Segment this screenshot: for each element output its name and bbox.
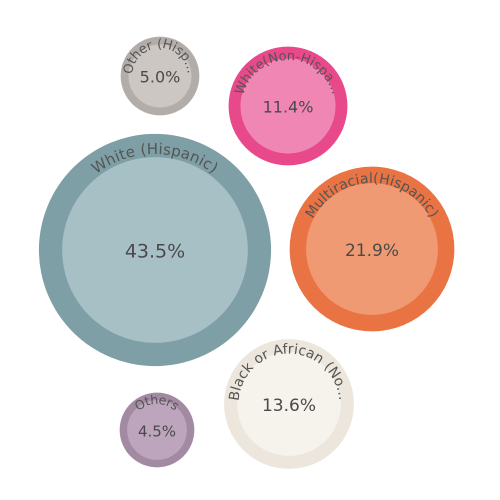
bubble-inner-disc [306, 183, 438, 315]
bubble-value-label: 21.9% [345, 241, 399, 261]
bubble-white-non-hispa[interactable]: White(Non-Hispa...11.4% [228, 46, 348, 166]
bubble-black-or-african-no[interactable]: Black or African (No...13.6% [224, 339, 354, 469]
bubble-value-label: 4.5% [138, 423, 176, 441]
bubble-white-hispanic[interactable]: White (Hispanic)43.5% [38, 133, 272, 367]
bubble-inner-disc [62, 157, 248, 343]
bubble-value-label: 43.5% [125, 241, 185, 263]
bubble-label: Others [132, 392, 183, 414]
bubble-value-label: 11.4% [263, 98, 314, 117]
bubble-multiracial-hispanic[interactable]: Multiracial(Hispanic)21.9% [289, 166, 455, 332]
bubble-others[interactable]: Others 4.5% [119, 392, 195, 468]
bubble-inner-disc [127, 400, 187, 460]
bubble-inner-disc [240, 58, 336, 154]
bubble-inner-disc [237, 352, 341, 456]
bubble-inner-disc [128, 44, 192, 108]
bubble-other-hisp[interactable]: Other (Hisp...5.0% [120, 36, 200, 116]
bubble-value-label: 5.0% [140, 68, 181, 87]
bubble-value-label: 13.6% [262, 396, 316, 416]
